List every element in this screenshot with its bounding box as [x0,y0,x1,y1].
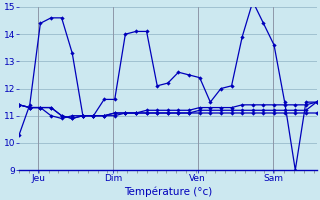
X-axis label: Température (°c): Température (°c) [124,186,212,197]
